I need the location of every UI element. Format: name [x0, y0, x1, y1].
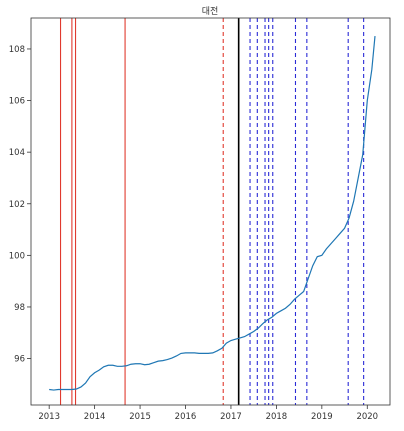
x-axis: 2013 2014 2015 2016 2017 2018 2019 2020 — [38, 405, 378, 422]
x-tick-label: 2016 — [175, 412, 197, 422]
y-tick-label: 96 — [14, 355, 25, 365]
y-tick-label: 104 — [9, 148, 25, 158]
x-tick-label: 2019 — [311, 412, 333, 422]
y-tick-label: 102 — [9, 200, 25, 210]
x-tick-label: 2015 — [129, 412, 151, 422]
x-tick-label: 2014 — [84, 412, 106, 422]
y-tick-label: 108 — [9, 45, 25, 55]
x-tick-label: 2013 — [38, 412, 60, 422]
plot-frame — [30, 17, 391, 406]
y-tick-label: 106 — [9, 97, 25, 107]
y-tick-label: 98 — [14, 303, 25, 313]
vertical-lines — [59, 18, 365, 405]
y-tick-label: 100 — [9, 251, 25, 261]
x-tick-label: 2017 — [220, 412, 242, 422]
y-axis: 96 98 100 102 104 106 108 — [9, 45, 31, 365]
series-layer — [49, 36, 376, 391]
x-tick-label: 2020 — [356, 412, 378, 422]
chart-title: 대전 — [202, 6, 219, 17]
series-line-1 — [49, 36, 376, 391]
x-tick-label: 2018 — [266, 412, 288, 422]
